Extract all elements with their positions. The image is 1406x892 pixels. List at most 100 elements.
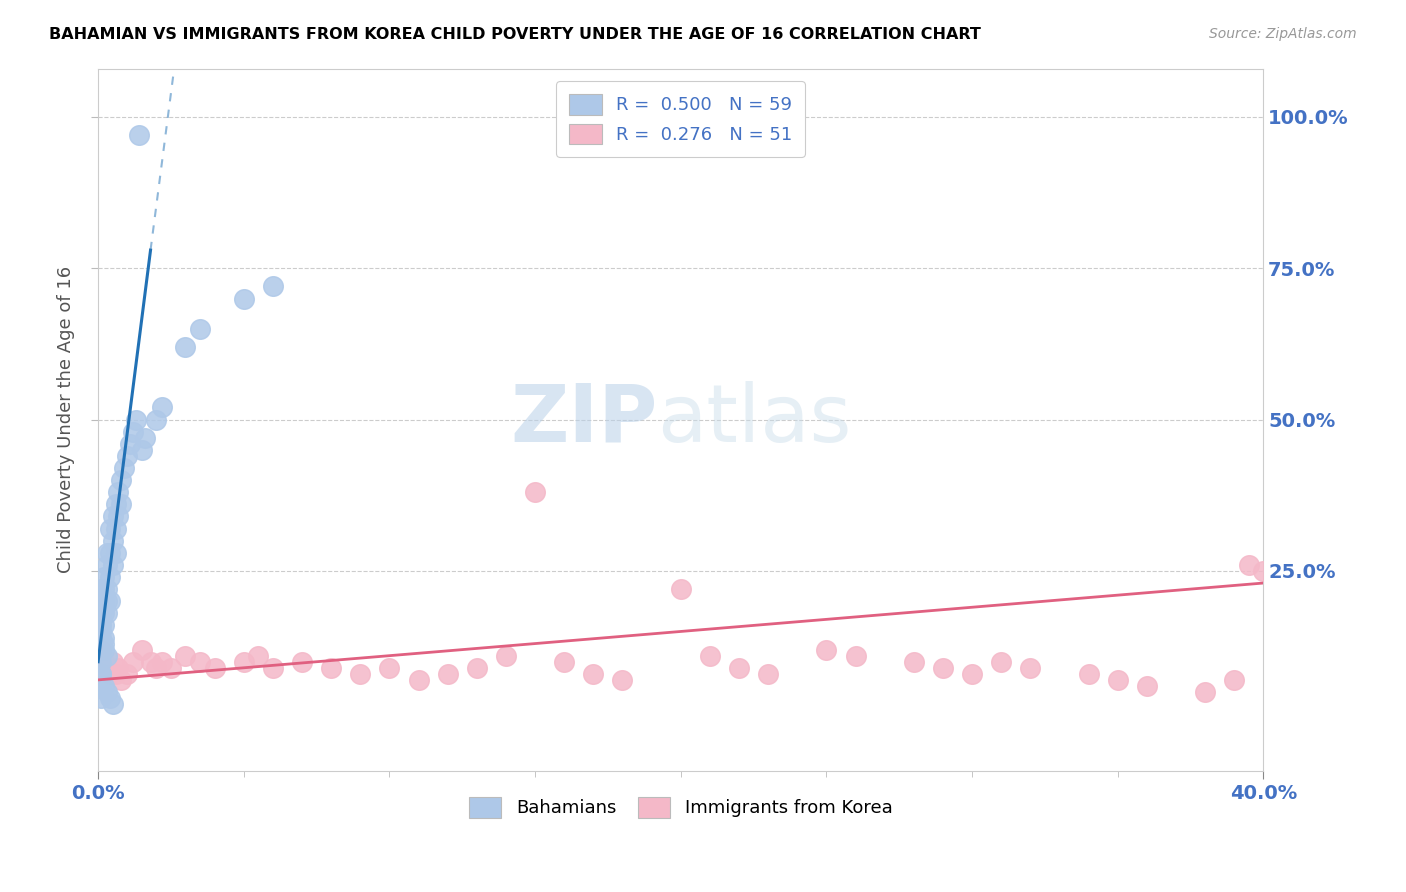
Point: [98, 666, 121, 681]
Point: [96, 648, 118, 663]
Point: [101, 697, 124, 711]
Point: [378, 661, 401, 675]
Point: [110, 673, 132, 687]
Point: [104, 666, 127, 681]
Point: [90, 691, 112, 706]
Point: [96, 685, 118, 699]
Point: [93, 631, 115, 645]
Point: [96, 594, 118, 608]
Point: [815, 642, 838, 657]
Y-axis label: Child Poverty Under the Age of 16: Child Poverty Under the Age of 16: [58, 266, 75, 574]
Point: [112, 461, 135, 475]
Point: [90, 642, 112, 657]
Point: [96, 582, 118, 596]
Point: [903, 655, 925, 669]
Point: [93, 607, 115, 621]
Point: [232, 292, 254, 306]
Point: [145, 661, 167, 675]
Point: [131, 442, 153, 457]
Text: Source: ZipAtlas.com: Source: ZipAtlas.com: [1209, 27, 1357, 41]
Point: [101, 655, 124, 669]
Point: [188, 655, 211, 669]
Point: [90, 624, 112, 639]
Point: [232, 655, 254, 669]
Point: [1077, 666, 1099, 681]
Point: [669, 582, 692, 596]
Point: [960, 666, 983, 681]
Point: [115, 666, 138, 681]
Point: [98, 594, 121, 608]
Point: [436, 666, 458, 681]
Point: [125, 412, 148, 426]
Point: [120, 437, 142, 451]
Point: [122, 425, 145, 439]
Point: [98, 691, 121, 706]
Point: [756, 666, 779, 681]
Point: [90, 666, 112, 681]
Point: [160, 661, 183, 675]
Point: [139, 655, 162, 669]
Point: [110, 497, 132, 511]
Point: [122, 655, 145, 669]
Point: [98, 546, 121, 560]
Point: [495, 648, 517, 663]
Point: [110, 473, 132, 487]
Point: [188, 322, 211, 336]
Point: [93, 679, 115, 693]
Point: [1194, 685, 1216, 699]
Point: [101, 509, 124, 524]
Point: [101, 533, 124, 548]
Point: [932, 661, 955, 675]
Point: [90, 618, 112, 632]
Point: [699, 648, 721, 663]
Text: atlas: atlas: [658, 381, 852, 458]
Text: ZIP: ZIP: [510, 381, 658, 458]
Point: [93, 655, 115, 669]
Point: [96, 661, 118, 675]
Point: [93, 600, 115, 615]
Point: [1136, 679, 1159, 693]
Point: [465, 661, 488, 675]
Point: [1237, 558, 1260, 572]
Point: [98, 570, 121, 584]
Point: [90, 607, 112, 621]
Point: [150, 401, 173, 415]
Point: [93, 642, 115, 657]
Point: [150, 655, 173, 669]
Point: [93, 570, 115, 584]
Text: BAHAMIAN VS IMMIGRANTS FROM KOREA CHILD POVERTY UNDER THE AGE OF 16 CORRELATION : BAHAMIAN VS IMMIGRANTS FROM KOREA CHILD …: [49, 27, 981, 42]
Point: [408, 673, 430, 687]
Point: [262, 661, 284, 675]
Point: [524, 485, 547, 500]
Point: [128, 128, 150, 142]
Point: [101, 558, 124, 572]
Point: [145, 412, 167, 426]
Point: [96, 607, 118, 621]
Point: [98, 522, 121, 536]
Point: [90, 679, 112, 693]
Point: [553, 655, 575, 669]
Point: [990, 655, 1012, 669]
Legend: Bahamians, Immigrants from Korea: Bahamians, Immigrants from Korea: [461, 789, 900, 825]
Point: [90, 655, 112, 669]
Point: [107, 661, 129, 675]
Point: [131, 642, 153, 657]
Point: [93, 594, 115, 608]
Point: [90, 642, 112, 657]
Point: [728, 661, 751, 675]
Point: [1253, 564, 1275, 578]
Point: [582, 666, 605, 681]
Point: [321, 661, 343, 675]
Point: [107, 485, 129, 500]
Point: [96, 558, 118, 572]
Point: [174, 340, 197, 354]
Point: [93, 636, 115, 650]
Point: [134, 431, 156, 445]
Point: [174, 648, 197, 663]
Point: [349, 666, 371, 681]
Point: [291, 655, 314, 669]
Point: [93, 582, 115, 596]
Point: [1019, 661, 1042, 675]
Point: [96, 546, 118, 560]
Point: [104, 522, 127, 536]
